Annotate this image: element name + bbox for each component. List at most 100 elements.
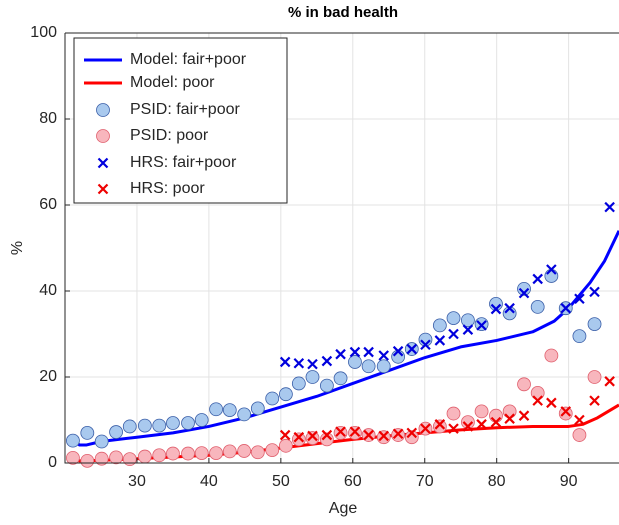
axis-frame [64, 32, 619, 464]
point [544, 348, 559, 363]
chart-title: % in bad health [288, 4, 398, 21]
model-line [71, 230, 619, 447]
point [420, 339, 431, 351]
point [589, 395, 600, 406]
point [587, 370, 602, 384]
point [530, 300, 545, 314]
point [349, 346, 361, 358]
point [476, 419, 487, 430]
point [517, 377, 531, 392]
point [420, 423, 431, 434]
x-tick-label: 30 [128, 473, 146, 490]
point [489, 408, 503, 423]
point [181, 446, 195, 461]
point [278, 387, 293, 402]
point [361, 359, 376, 374]
point [319, 378, 334, 393]
point [574, 293, 585, 305]
point [490, 416, 502, 428]
legend-label: HRS: poor [130, 180, 205, 197]
point [122, 452, 137, 467]
point [392, 428, 404, 440]
point [546, 264, 557, 275]
point [461, 415, 475, 430]
point [462, 324, 474, 335]
point [518, 410, 530, 421]
point [406, 343, 418, 355]
point [305, 431, 320, 445]
point [137, 418, 152, 433]
point [587, 317, 602, 332]
point [333, 371, 348, 386]
y-tick-label: 100 [30, 24, 57, 41]
legend-swatch [97, 157, 109, 169]
point [250, 445, 265, 460]
legend-swatch [96, 103, 110, 117]
point [94, 434, 109, 449]
point [335, 348, 346, 360]
x-tick-label: 60 [344, 473, 362, 490]
point [378, 350, 390, 361]
x-tick-label: 70 [416, 473, 434, 490]
legend-label: HRS: fair+poor [130, 154, 237, 171]
point [319, 432, 334, 447]
point [237, 407, 252, 422]
legend-swatch [96, 129, 110, 143]
point [448, 423, 459, 434]
point [572, 329, 587, 344]
point [574, 414, 585, 426]
point [291, 376, 306, 391]
point [209, 446, 223, 461]
y-tick-label: 80 [39, 110, 57, 127]
point [404, 430, 419, 445]
point [462, 421, 474, 432]
point [279, 429, 291, 441]
x-tick-label: 80 [488, 473, 506, 490]
point [448, 328, 459, 340]
point [474, 404, 489, 419]
point [532, 273, 543, 285]
y-tick-label: 40 [39, 282, 57, 299]
point [376, 359, 391, 374]
point [166, 416, 180, 430]
legend: Model: fair+poor Model: poor PSID: fair+po… [73, 37, 288, 204]
point [546, 397, 557, 409]
point [558, 406, 573, 421]
point [604, 376, 615, 387]
point [604, 201, 615, 213]
point [446, 406, 461, 421]
point [406, 427, 418, 439]
point [560, 406, 572, 417]
point [432, 419, 447, 434]
point [109, 425, 123, 439]
point [265, 443, 280, 458]
point [392, 345, 404, 357]
x-tick-label: 40 [200, 473, 218, 490]
legend-box [73, 37, 288, 204]
point [363, 429, 374, 441]
point [222, 403, 237, 418]
plot-area [66, 201, 619, 468]
point [476, 320, 487, 331]
point [335, 426, 346, 437]
point [66, 450, 80, 465]
point [517, 281, 531, 296]
point [434, 335, 446, 346]
point [80, 425, 95, 440]
point [181, 416, 195, 430]
legend-label: PSID: poor [130, 127, 209, 144]
point [194, 446, 209, 461]
point [432, 318, 447, 333]
point [265, 391, 280, 406]
point [348, 355, 362, 369]
point [152, 448, 167, 463]
point [293, 357, 305, 369]
point [321, 429, 333, 441]
point [307, 358, 318, 370]
legend-swatch [97, 183, 109, 195]
point [305, 370, 320, 384]
point [504, 302, 515, 314]
point [152, 418, 167, 433]
point [434, 419, 446, 430]
point [378, 430, 390, 442]
